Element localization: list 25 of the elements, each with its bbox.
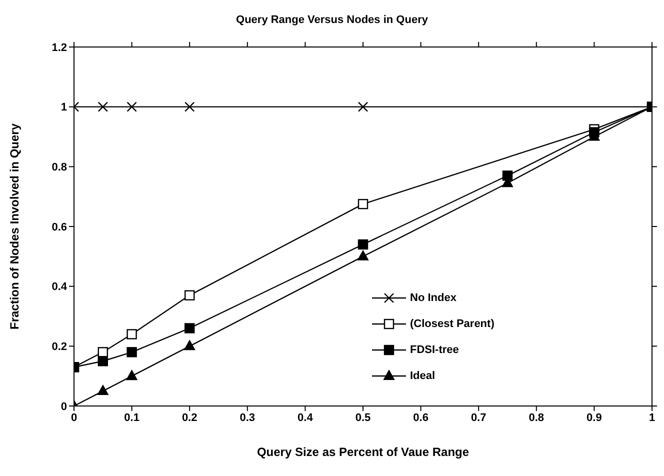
x-tick-label: 0.7 (470, 412, 486, 424)
x-tick-label: 0.5 (355, 412, 371, 424)
x-tick-label: 0.1 (124, 412, 140, 424)
legend-label: No Index (410, 292, 456, 304)
legend-label: FDSI-tree (410, 344, 459, 356)
legend-label: Ideal (410, 370, 436, 382)
y-tick-label: 0.2 (52, 341, 67, 354)
x-tick-label: 0.2 (182, 412, 198, 424)
x-tick-label: 0.9 (586, 412, 602, 424)
x-tick-label: 0.3 (240, 412, 256, 424)
x-tick-label: 0 (70, 412, 78, 424)
y-tick-label: 1 (60, 102, 67, 114)
x-axis-title: Query Size as Percent of Vaue Range (256, 445, 470, 459)
y-tick-label: 0 (60, 400, 67, 413)
y-tick-label: 1.2 (52, 42, 67, 54)
x-tick-label: 0.4 (298, 412, 314, 424)
y-tick-label: 0.8 (52, 162, 67, 174)
y-axis-title: Fraction of Nodes Involved in Query (7, 123, 22, 330)
x-tick-label: 0.6 (413, 412, 428, 424)
y-tick-label: 0.6 (52, 221, 67, 234)
y-tick-label: 0.4 (52, 281, 68, 294)
x-tick-label: 0.8 (528, 412, 544, 424)
legend-label: (Closest Parent) (410, 318, 494, 330)
chart-title: Query Range Versus Nodes in Query (235, 14, 429, 26)
x-tick-label: 1 (648, 412, 656, 424)
